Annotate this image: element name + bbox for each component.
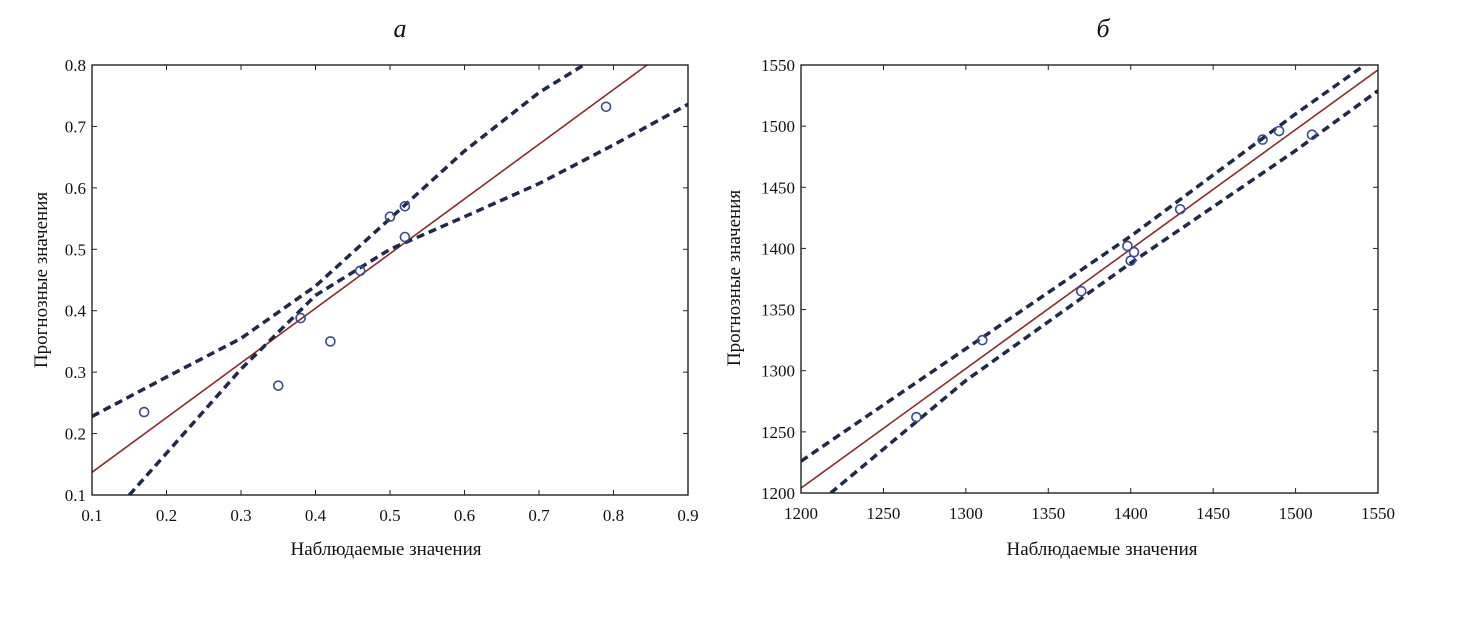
y-tick-label: 0.5 xyxy=(65,240,86,259)
x-axis-label: Наблюдаемые значения xyxy=(1007,539,1198,560)
y-tick-label: 1450 xyxy=(761,178,795,197)
data-point xyxy=(1174,203,1186,215)
y-tick-label: 1400 xyxy=(761,239,795,258)
x-tick-label: 0.4 xyxy=(305,506,327,525)
y-tick-label: 0.2 xyxy=(65,425,86,444)
regression-line xyxy=(801,69,1378,489)
data-point xyxy=(977,334,988,346)
y-tick-label: 0.1 xyxy=(65,486,86,505)
data-point xyxy=(272,380,284,391)
x-tick-label: 0.3 xyxy=(230,506,251,525)
chart-panel-b: б Наблюдаемые значения Прогнозные значения… xyxy=(724,14,1395,560)
data-point xyxy=(325,336,336,347)
x-tick-label: 0.6 xyxy=(454,506,475,525)
data-point xyxy=(1306,129,1318,141)
x-tick-label: 0.1 xyxy=(81,506,102,525)
y-tick-label: 0.6 xyxy=(65,179,86,198)
x-tick-label: 1400 xyxy=(1114,504,1148,523)
x-tick-label: 1550 xyxy=(1361,504,1395,523)
x-tick-label: 1450 xyxy=(1196,504,1230,523)
x-tick-label: 1500 xyxy=(1279,504,1313,523)
plot-area xyxy=(92,65,688,495)
x-tick-label: 1350 xyxy=(1031,504,1065,523)
y-axis-label: Прогнозные значения xyxy=(31,192,52,368)
y-axis-label: Прогнозные значения xyxy=(724,190,745,366)
x-tick-label: 1300 xyxy=(949,504,983,523)
y-tick-label: 0.3 xyxy=(65,363,86,382)
x-tick-label: 0.2 xyxy=(156,506,177,525)
plot-frame xyxy=(800,64,1379,494)
data-point xyxy=(1075,285,1087,297)
confidence-band-upper xyxy=(92,65,585,418)
data-point xyxy=(1273,125,1285,137)
y-tick-label: 0.8 xyxy=(65,56,86,75)
x-tick-label: 1200 xyxy=(784,504,818,523)
data-point xyxy=(354,265,366,277)
plot-area xyxy=(801,65,1378,493)
plot-frame xyxy=(91,64,689,496)
data-point xyxy=(399,200,411,212)
data-point xyxy=(1257,134,1268,145)
confidence-band-upper xyxy=(801,65,1366,463)
y-tick-label: 1200 xyxy=(761,484,795,503)
y-tick-label: 1350 xyxy=(761,301,795,320)
x-tick-label: 0.7 xyxy=(528,506,550,525)
data-point xyxy=(1128,246,1140,258)
data-point xyxy=(399,231,411,243)
data-point xyxy=(384,211,396,223)
data-point xyxy=(600,101,612,113)
data-point xyxy=(295,312,306,324)
chart-panel-a: а Наблюдаемые значения Прогнозные значения… xyxy=(31,14,699,560)
data-point xyxy=(138,406,150,418)
confidence-band-lower xyxy=(829,89,1378,493)
panel-label: а xyxy=(394,14,407,43)
y-tick-label: 1500 xyxy=(761,117,795,136)
regression-line xyxy=(92,65,648,473)
data-point xyxy=(1122,240,1133,252)
y-tick-label: 1300 xyxy=(761,362,795,381)
confidence-band-lower xyxy=(127,102,688,495)
x-tick-label: 0.8 xyxy=(603,506,624,525)
y-tick-label: 1550 xyxy=(761,56,795,75)
x-tick-label: 0.9 xyxy=(677,506,698,525)
x-axis-label: Наблюдаемые значения xyxy=(291,539,482,560)
x-tick-label: 1250 xyxy=(866,504,900,523)
data-point xyxy=(911,411,922,423)
x-tick-label: 0.5 xyxy=(379,506,400,525)
y-tick-label: 1250 xyxy=(761,423,795,442)
panel-label: б xyxy=(1096,14,1110,43)
y-tick-label: 0.7 xyxy=(65,117,87,136)
y-tick-label: 0.4 xyxy=(65,302,87,321)
